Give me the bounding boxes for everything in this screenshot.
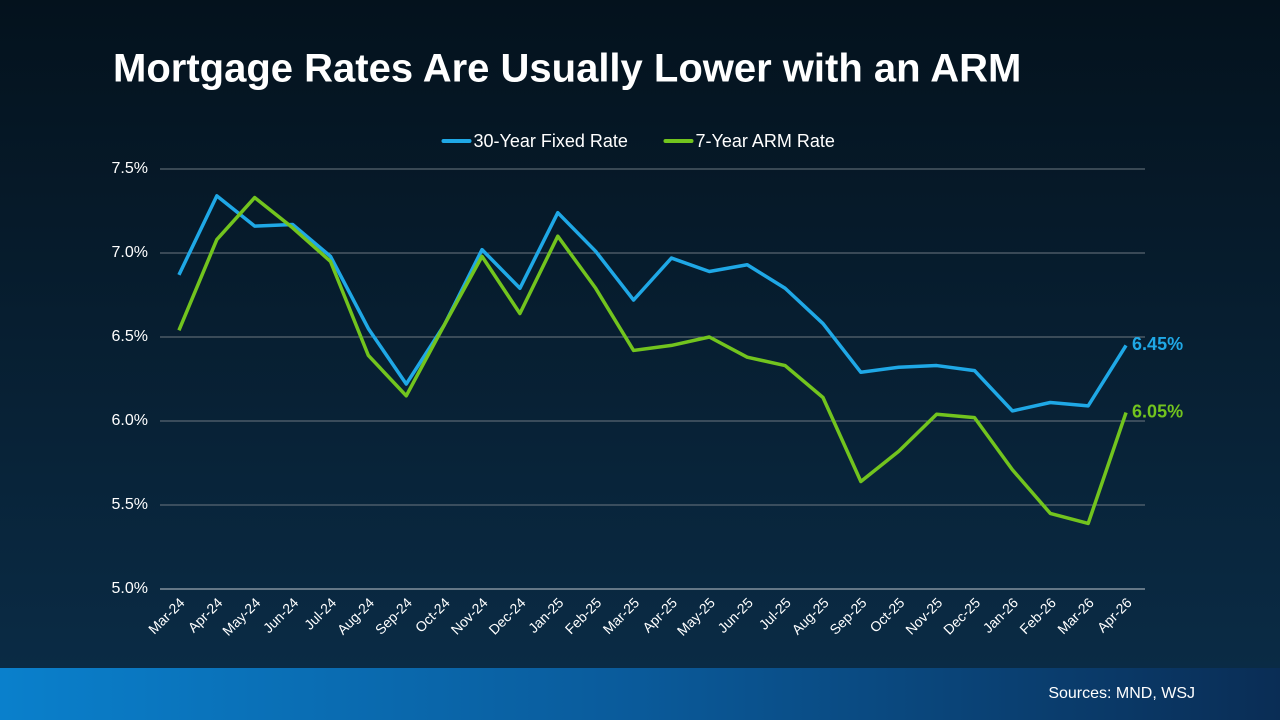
chart-title: Mortgage Rates Are Usually Lower with an… [113,47,1021,91]
y-tick-label: 6.0% [112,412,148,429]
footer-band [0,668,1280,720]
series-line [177,195,1128,526]
y-tick-label: 7.5% [112,160,148,177]
y-tick-label: 7.0% [112,244,148,261]
legend-label: 7-Year ARM Rate [696,131,835,151]
y-tick-label: 5.0% [112,580,148,597]
y-tick-label: 5.5% [112,496,148,513]
series-line [177,194,1128,413]
value-label: 6.45% [1132,334,1183,354]
source: Sources: MND, WSJ [1048,685,1195,702]
value-label: 6.05% [1132,401,1183,421]
y-tick-label: 6.5% [112,328,148,345]
background [0,0,1280,668]
legend-label: 30-Year Fixed Rate [474,131,628,151]
